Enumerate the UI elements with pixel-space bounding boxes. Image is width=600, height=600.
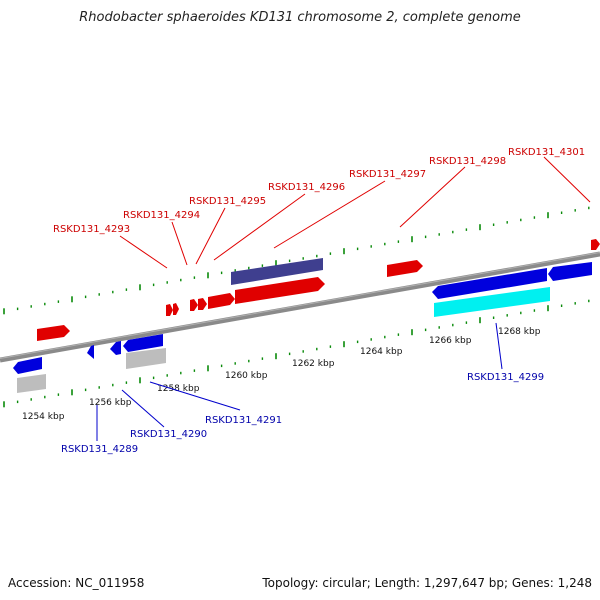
leader-line — [119, 235, 168, 269]
gene-feature-reverse[interactable] — [123, 334, 163, 352]
gene-feature-forward[interactable] — [198, 298, 207, 310]
forward-gene-labels: RSKD131_4293 RSKD131_4294 RSKD131_4295 R… — [53, 147, 591, 269]
gene-feature-forward[interactable] — [190, 299, 198, 311]
gene-feature-grey[interactable] — [17, 374, 46, 393]
gene-label[interactable]: RSKD131_4296 — [268, 182, 345, 193]
scale-label: 1256 kbp — [89, 398, 132, 408]
scale-label: 1266 kbp — [429, 336, 472, 346]
accession-text: Accession: NC_011958 — [8, 576, 145, 590]
scale-label: 1254 kbp — [22, 412, 65, 422]
gene-feature-dark[interactable] — [231, 258, 323, 285]
gene-feature-forward[interactable] — [235, 277, 325, 304]
gene-label[interactable]: RSKD131_4301 — [508, 147, 585, 158]
gene-label[interactable]: RSKD131_4298 — [429, 156, 506, 167]
scale-labels: 1254 kbp 1256 kbp 1258 kbp 1260 kbp 1262… — [22, 327, 541, 422]
leader-line — [149, 381, 241, 411]
gene-label[interactable]: RSKD131_4291 — [205, 415, 282, 426]
genome-stats-text: Topology: circular; Length: 1,297,647 bp… — [262, 576, 592, 590]
reverse-strand-features — [13, 262, 592, 393]
gene-label[interactable]: RSKD131_4289 — [61, 444, 138, 455]
leader-line — [195, 207, 226, 265]
map-title: Rhodobacter sphaeroides KD131 chromosome… — [79, 10, 521, 25]
gene-label[interactable]: RSKD131_4295 — [189, 196, 266, 207]
gene-feature-reverse[interactable] — [110, 341, 121, 355]
leader-line — [543, 156, 591, 203]
forward-strand-features — [37, 239, 600, 341]
leader-line — [121, 389, 165, 428]
gene-feature-forward[interactable] — [591, 239, 600, 250]
leader-line — [495, 322, 503, 370]
gene-label[interactable]: RSKD131_4297 — [349, 169, 426, 180]
leader-line — [213, 193, 306, 261]
chromosome-backbone — [0, 251, 600, 363]
gene-feature-forward[interactable] — [387, 260, 423, 277]
leader-line — [171, 221, 188, 266]
gene-feature-reverse[interactable] — [13, 357, 42, 374]
gene-feature-cyan[interactable] — [434, 287, 550, 317]
gene-label[interactable]: RSKD131_4290 — [130, 429, 207, 440]
scale-label: 1264 kbp — [360, 347, 403, 357]
leader-line — [399, 166, 466, 228]
gene-feature-forward[interactable] — [37, 325, 70, 341]
gene-feature-forward[interactable] — [173, 303, 179, 315]
reverse-scale-ticks — [3, 299, 590, 408]
scale-label: 1260 kbp — [225, 371, 268, 381]
gene-label[interactable]: RSKD131_4294 — [123, 210, 200, 221]
scale-label: 1258 kbp — [157, 384, 200, 394]
reverse-gene-labels: RSKD131_4289 RSKD131_4290 RSKD131_4291 R… — [61, 322, 544, 455]
gene-feature-reverse[interactable] — [548, 262, 592, 281]
gene-label[interactable]: RSKD131_4299 — [467, 372, 544, 383]
scale-label: 1268 kbp — [498, 327, 541, 337]
scale-label: 1262 kbp — [292, 359, 335, 369]
chromosome-backbone-highlight — [0, 252, 600, 359]
gene-feature-reverse[interactable] — [87, 345, 94, 359]
gene-feature-grey[interactable] — [126, 348, 166, 369]
gene-feature-forward[interactable] — [208, 293, 235, 309]
gene-label[interactable]: RSKD131_4293 — [53, 224, 130, 235]
gene-feature-forward[interactable] — [166, 304, 173, 316]
leader-line — [273, 180, 386, 249]
gene-feature-reverse[interactable] — [432, 268, 547, 299]
